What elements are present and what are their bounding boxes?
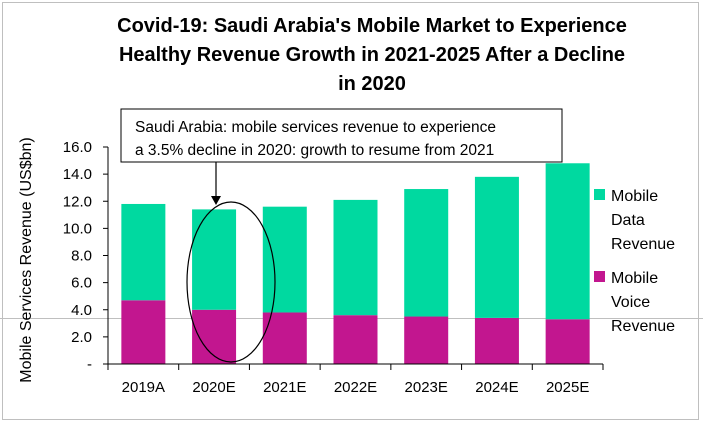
annotation-arrow-head: [211, 196, 221, 205]
x-tick-labels: 2019A 2020E 2021E 2022E 2023E 2024E 2025E: [122, 379, 590, 396]
legend-label-voice-line-1: Mobile: [611, 270, 658, 287]
y-tick-label: 14.0: [63, 166, 92, 183]
bar-voice-2023E: [404, 316, 449, 364]
y-tick-label: -: [87, 356, 92, 373]
legend-label-data-line-1: Mobile: [611, 188, 658, 205]
chart-title-line-2: Healthy Revenue Growth in 2021-2025 Afte…: [119, 44, 625, 66]
y-tick-label: 4.0: [71, 302, 92, 319]
legend-swatch-data: [594, 189, 605, 200]
bar-data-2019A: [121, 203, 166, 301]
bar-voice-2022E: [333, 315, 378, 364]
bar-data-2024E: [474, 176, 519, 318]
legend-swatch-voice: [594, 271, 605, 282]
chart-title: Covid-19: Saudi Arabia's Mobile Market t…: [117, 15, 627, 95]
x-tick-label: 2020E: [192, 379, 235, 396]
annotation-line-1: Saudi Arabia: mobile services revenue to…: [135, 119, 496, 136]
chart-title-line-3: in 2020: [338, 73, 406, 95]
bar-data-2020E: [192, 209, 237, 310]
bar-data-2023E: [404, 189, 449, 317]
x-tick-label: 2025E: [546, 379, 589, 396]
bar-voice-2025E: [545, 319, 590, 364]
bar-data-2022E: [333, 199, 378, 316]
bars-group: [121, 163, 590, 364]
y-tick-label: 10.0: [63, 220, 92, 237]
legend-label-voice-line-3: Revenue: [611, 318, 675, 335]
annotation-callout: Saudi Arabia: mobile services revenue to…: [120, 108, 563, 205]
x-tick-label: 2024E: [475, 379, 518, 396]
y-tick-label: 2.0: [71, 329, 92, 346]
y-tick-labels: - 2.0 4.0 6.0 8.0 10.0 12.0 14.0 16.0: [63, 139, 92, 373]
axes-group: [103, 146, 604, 370]
bar-voice-2024E: [474, 317, 519, 364]
y-tick-label: 12.0: [63, 193, 92, 210]
y-axis-title: Mobile Services Revenue (US$bn): [18, 137, 35, 382]
x-tick-label: 2021E: [263, 379, 306, 396]
bar-data-2025E: [545, 163, 590, 320]
annotation-box: [120, 108, 563, 163]
legend-label-voice-line-2: Voice: [611, 294, 650, 311]
legend-label-data-line-2: Data: [611, 212, 645, 229]
y-tick-label: 8.0: [71, 248, 92, 265]
legend-label-data-line-3: Revenue: [611, 236, 675, 253]
highlight-ellipse: [186, 201, 276, 363]
chart-title-line-1: Covid-19: Saudi Arabia's Mobile Market t…: [117, 15, 627, 37]
bar-voice-2019A: [121, 300, 166, 364]
x-tick-label: 2023E: [405, 379, 448, 396]
x-tick-label: 2019A: [122, 379, 165, 396]
y-tick-label: 16.0: [63, 139, 92, 156]
bar-data-2021E: [262, 206, 307, 313]
y-tick-label: 6.0: [71, 275, 92, 292]
annotation-line-2: a 3.5% decline in 2020: growth to resume…: [135, 142, 494, 159]
legend: Mobile Data Revenue Mobile Voice Revenue: [594, 188, 675, 335]
x-tick-label: 2022E: [334, 379, 377, 396]
